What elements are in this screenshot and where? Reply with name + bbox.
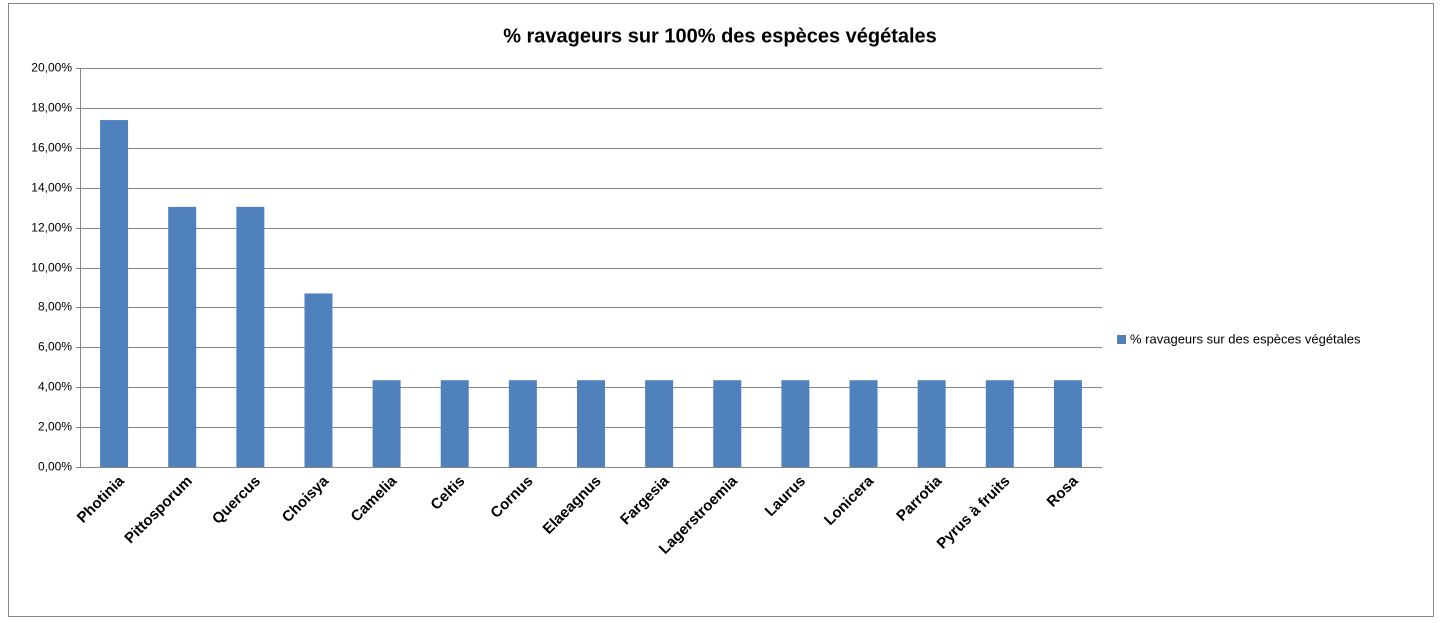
y-tick-label: 0,00% — [38, 460, 72, 474]
y-tick-label: 12,00% — [31, 221, 72, 235]
y-tick-label: 2,00% — [38, 420, 72, 434]
y-tick-label: 20,00% — [31, 61, 72, 75]
bar — [440, 380, 469, 467]
bar — [1053, 380, 1082, 467]
legend-label: % ravageurs sur des espèces végétales — [1130, 331, 1361, 346]
bar — [100, 120, 129, 467]
y-tick-label: 18,00% — [31, 101, 72, 115]
bar — [985, 380, 1014, 467]
legend-swatch — [1117, 335, 1126, 344]
bar — [781, 380, 810, 467]
bar — [236, 206, 265, 468]
y-tick-label: 16,00% — [31, 141, 72, 155]
bar — [849, 380, 878, 467]
y-tick-label: 14,00% — [31, 181, 72, 195]
bar — [917, 380, 946, 467]
y-tick-label: 6,00% — [38, 340, 72, 354]
bar — [304, 293, 333, 467]
bar — [645, 380, 674, 467]
bar — [577, 380, 605, 467]
chart-title: % ravageurs sur 100% des espèces végétal… — [503, 25, 937, 47]
bar — [713, 380, 742, 467]
bar — [508, 380, 537, 467]
y-tick-label: 4,00% — [38, 380, 72, 394]
y-tick-label: 8,00% — [38, 300, 72, 314]
y-tick-label: 10,00% — [31, 261, 72, 275]
bar — [372, 380, 401, 467]
bar — [168, 206, 197, 468]
